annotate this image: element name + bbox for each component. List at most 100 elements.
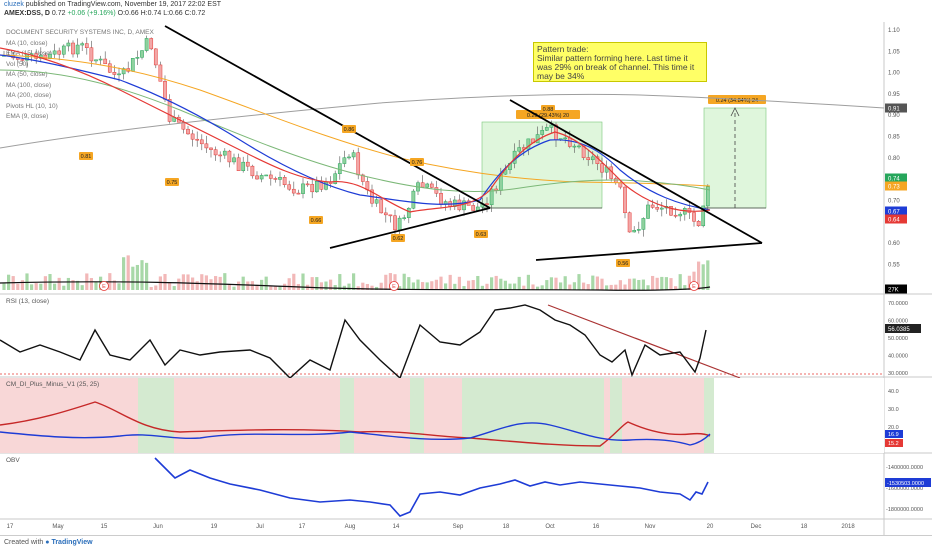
candle-body	[379, 199, 384, 214]
volume-bar	[333, 285, 337, 290]
indicator-item[interactable]: MA (200, close)	[6, 92, 52, 99]
candle-body	[636, 229, 641, 231]
volume-bar	[135, 264, 139, 290]
candle-body	[130, 58, 135, 72]
price-tick-label: 0.95	[888, 92, 900, 98]
up-trendline-1	[329, 207, 491, 249]
volume-bar	[669, 278, 673, 290]
indicator-item[interactable]: Vol (50)	[6, 60, 29, 68]
rsi-panel	[0, 304, 884, 380]
volume-bar	[462, 286, 466, 290]
earnings-marker-icon[interactable]	[389, 281, 399, 291]
di-bg-future	[714, 378, 884, 453]
indicator-item[interactable]: EMA (9, close)	[6, 113, 49, 120]
volume-bar	[232, 286, 236, 290]
candle-body	[517, 147, 522, 152]
volume-bar	[384, 274, 388, 290]
candle-body	[232, 157, 236, 163]
candle-body	[98, 58, 103, 61]
last-value-tag: 0.73	[888, 185, 900, 191]
volume-bar	[117, 283, 121, 290]
volume-bar	[227, 284, 231, 290]
volume-bar	[126, 255, 130, 290]
price-tick-label: 0.80	[888, 156, 900, 162]
volume-bar	[292, 273, 296, 290]
time-tick-label: Jun	[153, 524, 163, 530]
candle-body	[623, 186, 627, 214]
candle-body	[66, 42, 71, 47]
indicator-item[interactable]: EMA (15, close)	[6, 50, 52, 57]
rsi-title[interactable]: RSI (13, close)	[6, 298, 49, 305]
last-value-tag-bg	[885, 206, 907, 216]
volume-bar	[315, 277, 319, 290]
candle-body	[20, 59, 25, 61]
indicator-item[interactable]: MA (10, close)	[6, 39, 48, 47]
di-title[interactable]: CM_DI_Plus_Minus_V1 (25, 25)	[6, 381, 100, 388]
volume-bar	[674, 286, 678, 290]
price-axis[interactable]: 1.101.051.000.950.900.850.800.750.700.65…	[888, 28, 900, 268]
open-value: O:0.66	[117, 10, 139, 17]
indicator-item[interactable]: DOCUMENT SECURITY SYSTEMS INC, D, AMEX	[6, 29, 154, 36]
measure-boxes[interactable]: 0.20 (29.43%) 20 0.24 (34.84%) 24	[481, 95, 767, 209]
candle-body	[236, 157, 241, 171]
volume-bar	[444, 283, 448, 290]
volume-bar	[186, 274, 190, 290]
time-tick-label: 2018	[841, 524, 855, 530]
symbol-line: AMEX:DSS, D 0.72 +0.06 (+9.16%) O:0.66 H…	[4, 10, 205, 17]
volume-bar	[467, 280, 471, 290]
candle-body	[678, 213, 683, 217]
candle-body	[618, 182, 623, 188]
footer-brand[interactable]: TradingView	[51, 539, 93, 546]
volume-bar	[71, 280, 75, 290]
last-value-tag-bg	[885, 284, 907, 294]
volume-bar	[209, 279, 213, 290]
earnings-marker-icon[interactable]	[99, 281, 109, 291]
candle-body	[669, 206, 673, 216]
time-tick-label: Jul	[256, 524, 264, 530]
di-bg-green	[704, 378, 714, 453]
indicator-item[interactable]: MA (50, close)	[6, 71, 48, 78]
candle-body	[287, 184, 292, 190]
volume-bar	[430, 281, 434, 290]
chart-canvas[interactable]: 0.20 (29.43%) 20 0.24 (34.84%) 24 0.810.…	[0, 0, 932, 536]
measure-label-2: 0.24 (34.84%) 24	[716, 98, 758, 104]
obv-title[interactable]: OBV	[6, 457, 20, 464]
ma-10-line	[0, 47, 711, 213]
rsi-last-value: 56.0385	[888, 327, 910, 333]
time-axis[interactable]: 17 May 15 Jun 19 Jul 17 Aug 14 Sep 18 Oct 16 Nov 20 Dec…	[7, 524, 856, 530]
volume-bar	[402, 273, 406, 290]
volume-bar	[614, 284, 618, 290]
pivot-label: 0.88	[543, 107, 554, 113]
author-link[interactable]: cluzek	[4, 1, 24, 8]
volume-bar	[255, 284, 259, 290]
last-value-tag: 0.64	[888, 218, 900, 224]
last-value-tag-bg	[885, 173, 907, 183]
rsi-last-value-bg	[885, 324, 921, 333]
candle-body	[563, 137, 568, 140]
candle-body	[71, 42, 75, 55]
indicator-item[interactable]: MA (100, close)	[6, 81, 52, 89]
trendlines[interactable]	[164, 25, 763, 261]
symbol-label[interactable]: AMEX:DSS, D	[4, 10, 50, 17]
pivot-label: 0.63	[476, 232, 487, 238]
di-bg-green	[462, 378, 604, 453]
note-title: Pattern trade:	[537, 44, 589, 54]
volume-bar	[122, 257, 126, 290]
pattern-note[interactable]: Pattern trade: Similar pattern forming h…	[533, 42, 707, 82]
candle-body	[135, 57, 140, 59]
ema-15-line	[0, 54, 711, 211]
volume-bar	[34, 283, 38, 290]
volume-bar	[411, 282, 415, 290]
volume-bar	[62, 285, 66, 290]
volume-bar	[513, 283, 517, 290]
candle-body	[632, 229, 637, 233]
volume-bar	[554, 277, 558, 290]
volume-bar	[278, 286, 282, 290]
indicator-item[interactable]: Pivots HL (10, 10)	[6, 102, 58, 110]
earnings-marker-icon[interactable]	[689, 281, 699, 291]
price-tick-label: 1.00	[888, 71, 900, 77]
panel-borders	[0, 22, 932, 536]
candle-body	[241, 161, 246, 171]
high-value: H:0.74	[140, 10, 162, 17]
